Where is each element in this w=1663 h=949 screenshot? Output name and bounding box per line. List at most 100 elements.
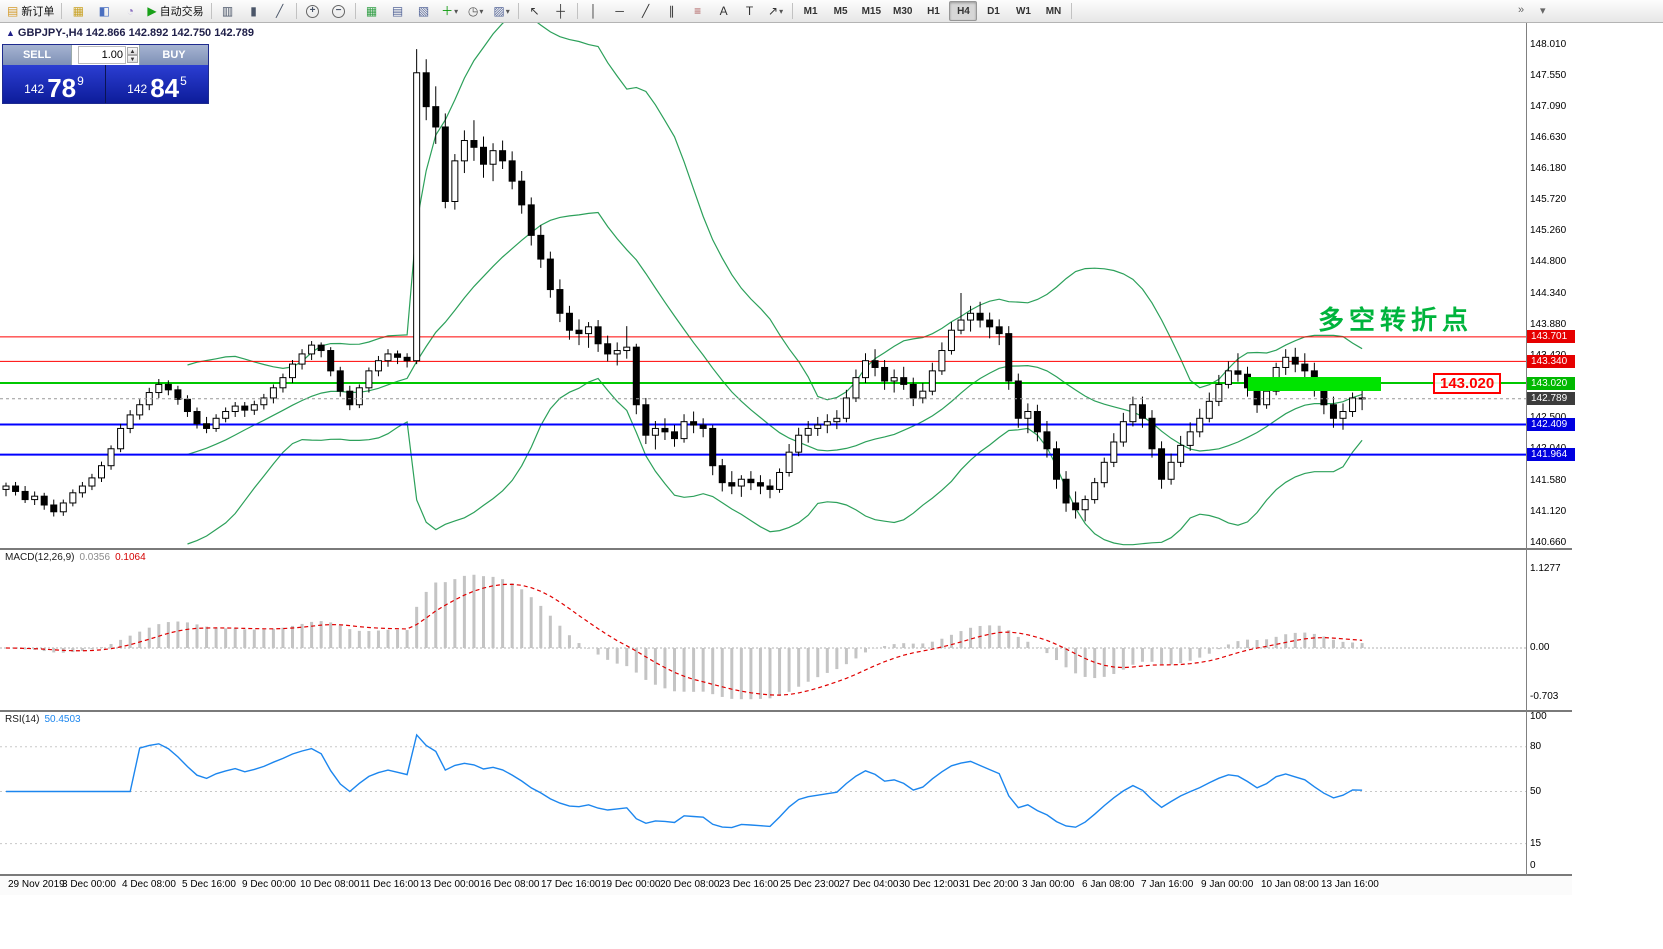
horizontal-lines[interactable] [0, 336, 1526, 456]
buy-price-big: 84 [150, 72, 180, 103]
charts-menu-button[interactable]: ▦ [66, 1, 90, 21]
buy-price-pip: 5 [180, 74, 187, 88]
timeframe-w1-button[interactable]: W1 [1015, 5, 1031, 17]
time-label: 20 Dec 08:00 [660, 879, 720, 890]
toolbar-separator [295, 3, 297, 19]
candlestick-chart-icon: ▮ [250, 4, 257, 18]
toolbar-separator [576, 3, 578, 19]
macd-signal-line [5, 583, 1363, 696]
rsi-value: 50.4503 [44, 714, 81, 725]
arrows-icon: ↗ [768, 4, 779, 18]
indicators-button[interactable]: ＋ ▾ [438, 1, 462, 21]
toolbar-overflow-button[interactable]: » [1518, 4, 1525, 16]
time-label: 4 Dec 08:00 [122, 879, 176, 890]
cursor-button[interactable]: ↖ [523, 1, 547, 21]
timeframe-m5-button[interactable]: M5 [833, 5, 848, 17]
macd-panel[interactable] [0, 550, 1526, 710]
annotation-note[interactable]: 多空转折点 [1318, 305, 1474, 335]
main-price-chart[interactable] [0, 23, 1526, 548]
price-badge-143.701: 143.701 [1527, 330, 1575, 344]
strategy-tester-button[interactable]: ◔ [118, 1, 142, 21]
toolbar-separator [791, 3, 793, 19]
timeframe-mn-button[interactable]: MN [1045, 5, 1062, 17]
price-tick: 145.720 [1530, 194, 1567, 206]
line-chart-button[interactable]: ╱ [268, 1, 292, 21]
price-tick: 145.260 [1530, 225, 1567, 237]
time-label: 10 Jan 08:00 [1261, 879, 1319, 890]
zoom-in-icon: + [306, 4, 320, 18]
tile-windows-icon: ▦ [365, 4, 378, 18]
vertical-line-button[interactable]: │ [582, 1, 606, 21]
periods-icon: ◷ [467, 4, 479, 18]
templates-button[interactable]: ▨ ▾ [490, 1, 514, 21]
timeframe-m1-button[interactable]: M1 [803, 5, 818, 17]
candlestick-chart-button[interactable]: ▮ [242, 1, 266, 21]
zoom-in-button[interactable]: + [301, 1, 325, 21]
volume-input[interactable] [78, 46, 126, 64]
volume-down-button[interactable]: ▼ [127, 55, 138, 63]
new-order-button[interactable]: ▤ 新订单 [4, 1, 57, 21]
toolbar-options-button[interactable]: ▾ [1540, 5, 1546, 17]
auto-trading-label: 自动交易 [159, 6, 204, 18]
price-badge-141.964: 141.964 [1527, 448, 1575, 462]
fibonacci-icon: ≡ [694, 4, 702, 18]
sell-price-button[interactable]: 142 78 9 [3, 65, 105, 103]
time-label: 3 Jan 00:00 [1022, 879, 1075, 890]
time-label: 6 Jan 08:00 [1082, 879, 1135, 890]
rsi-label: RSI(14) 50.4503 [5, 714, 81, 725]
auto-trading-button[interactable]: ▶ 自动交易 [144, 1, 206, 21]
crosshair-button[interactable]: ┼ [549, 1, 573, 21]
time-label: 13 Jan 16:00 [1321, 879, 1379, 890]
zoom-out-button[interactable]: − [327, 1, 351, 21]
timeframe-m15-button[interactable]: M15 [861, 5, 882, 17]
templates-icon: ▨ [493, 4, 505, 18]
time-label: 27 Dec 04:00 [839, 879, 899, 890]
text-button[interactable]: A [712, 1, 736, 21]
macd-value-2: 0.1064 [115, 552, 146, 563]
price-tick: 140.660 [1530, 536, 1567, 548]
time-label: 31 Dec 20:00 [959, 879, 1019, 890]
rsi-panel[interactable] [0, 712, 1526, 874]
time-label: 9 Dec 00:00 [242, 879, 296, 890]
price-tick: 143.880 [1530, 318, 1567, 330]
cascade-windows-button[interactable]: ▤ [386, 1, 410, 21]
text-label-button[interactable]: T [738, 1, 762, 21]
buy-price-button[interactable]: 142 84 5 [106, 65, 208, 103]
timeframe-d1-button[interactable]: D1 [987, 5, 1000, 17]
candles [2, 49, 1366, 522]
rsi-tick: 80 [1530, 740, 1542, 752]
panel-splitter[interactable] [0, 548, 1572, 550]
time-axis[interactable]: 29 Nov 2019 3 Dec 00:00 4 Dec 08:00 5 Dec 1… [0, 876, 1572, 895]
tile-windows-button[interactable]: ▦ [360, 1, 384, 21]
timeframe-m30-button[interactable]: M30 [893, 5, 913, 17]
timeframe-h1-button[interactable]: H1 [927, 5, 940, 17]
annotation-green-box[interactable] [1248, 377, 1381, 391]
horizontal-line-button[interactable]: ─ [608, 1, 632, 21]
arrows-button[interactable]: ↗ ▾ [764, 1, 788, 21]
price-axis[interactable]: 148.010 147.550 147.090 146.630 146.180 145.7… [1527, 23, 1663, 874]
macd-histogram [14, 574, 1364, 700]
price-tick: 141.580 [1530, 474, 1567, 486]
fibonacci-button[interactable]: ≡ [686, 1, 710, 21]
trendline-button[interactable]: ╱ [634, 1, 658, 21]
profiles-button[interactable]: ◧ [92, 1, 116, 21]
timeframe-h4-button[interactable]: H4 [949, 1, 978, 21]
arrange-windows-button[interactable]: ▧ [412, 1, 436, 21]
volume-up-button[interactable]: ▲ [127, 47, 138, 55]
sell-price-figure: 142 [24, 82, 45, 96]
macd-tick: -0.703 [1530, 691, 1559, 703]
rsi-line [6, 733, 1363, 829]
time-label: 25 Dec 23:00 [780, 879, 840, 890]
price-badge-143.020: 143.020 [1527, 376, 1575, 390]
toolbar-separator [61, 3, 63, 19]
panel-splitter[interactable] [0, 710, 1572, 712]
annotation-price-tag[interactable]: 143.020 [1433, 373, 1502, 394]
periods-button[interactable]: ◷ ▾ [464, 1, 488, 21]
time-label: 19 Dec 00:00 [601, 879, 661, 890]
caret-down-icon: ▾ [454, 6, 459, 16]
bar-chart-button[interactable]: ▥ [216, 1, 240, 21]
equidistant-channel-button[interactable]: ∥ [660, 1, 684, 21]
buy-price-figure: 142 [127, 82, 148, 96]
rsi-tick: 0 [1530, 860, 1536, 871]
